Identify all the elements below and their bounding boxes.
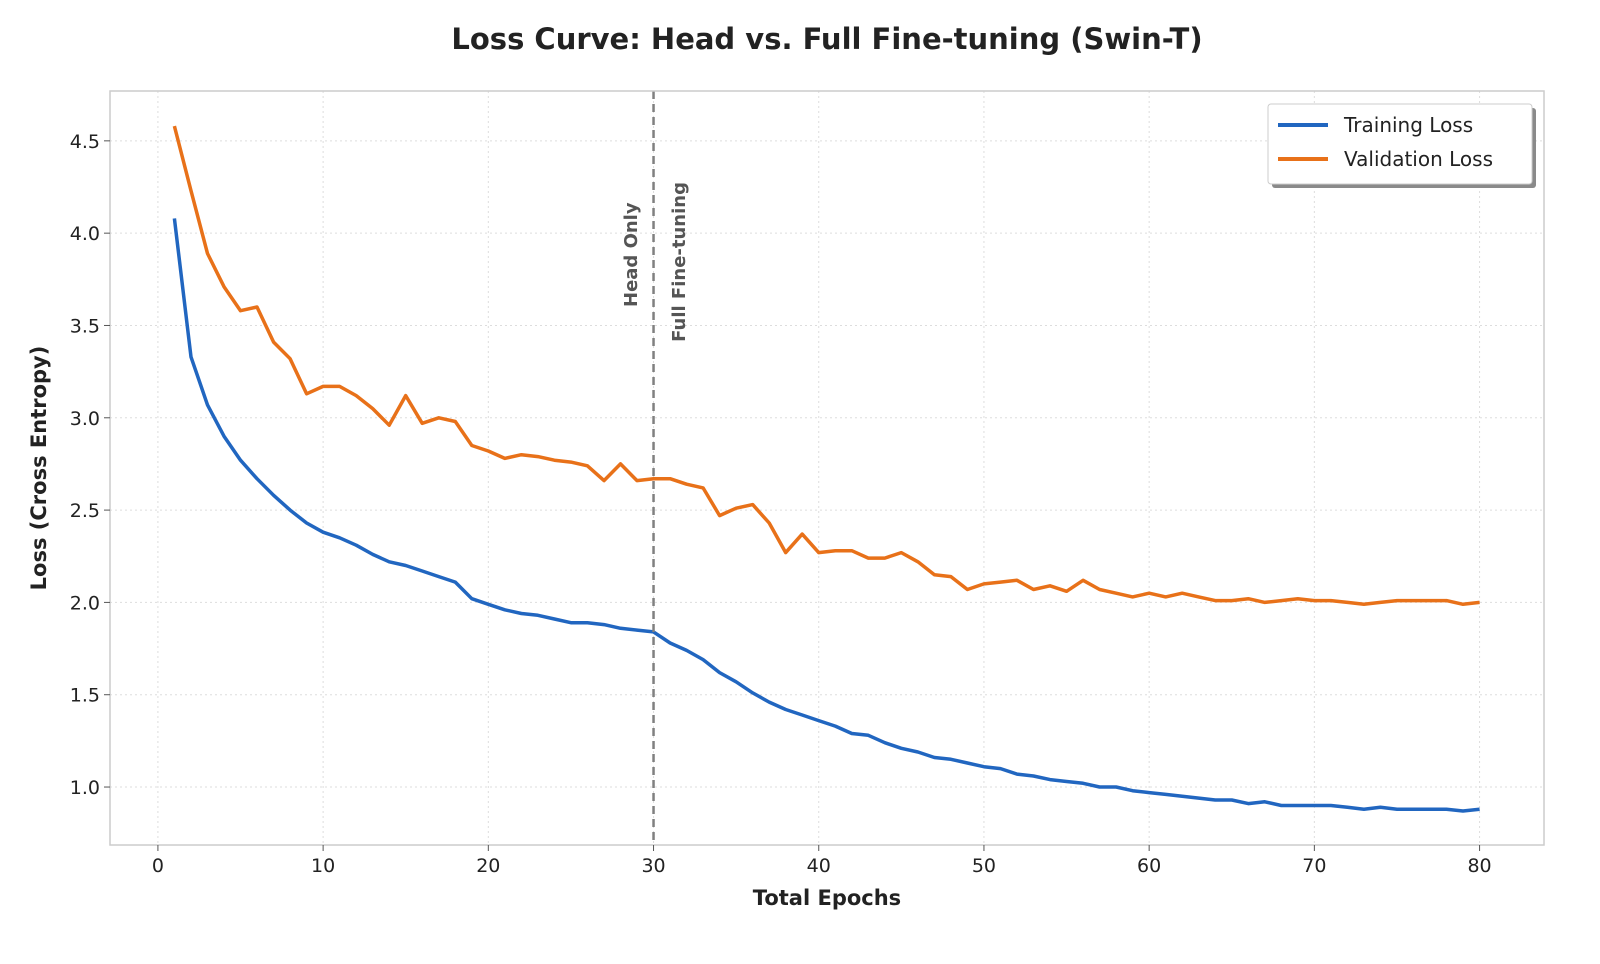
- chart-title: Loss Curve: Head vs. Full Fine-tuning (S…: [451, 22, 1202, 56]
- axis-ticks: 0 10 20 30 40 50 60 70 80 1.0 1.5 2.0 2.5 3.0 3.5 4.0 4.…: [70, 131, 1492, 877]
- plot-frame: [109, 90, 1545, 846]
- training-loss-line: [172, 218, 1480, 813]
- legend-label-validation: Validation Loss: [1344, 147, 1493, 171]
- x-tick-label: 10: [311, 855, 335, 877]
- y-tick-label: 4.5: [70, 131, 100, 153]
- y-tick-label: 1.0: [70, 777, 100, 799]
- legend-box: [1267, 103, 1533, 185]
- series-lines: [172, 125, 1480, 813]
- legend-label-training: Training Loss: [1343, 113, 1473, 137]
- annotation-full-fine-tuning: Full Fine-tuning: [669, 182, 690, 342]
- y-axis-label: Loss (Cross Entropy): [27, 346, 51, 591]
- x-tick-label: 60: [1137, 855, 1161, 877]
- legend: Training Loss Validation Loss: [1267, 103, 1536, 188]
- x-axis-label: Total Epochs: [753, 886, 901, 910]
- x-tick-label: 40: [807, 855, 831, 877]
- y-tick-label: 3.5: [70, 315, 100, 337]
- y-tick-label: 2.0: [70, 592, 100, 614]
- x-tick-label: 80: [1467, 855, 1491, 877]
- x-tick-label: 70: [1302, 855, 1326, 877]
- x-tick-label: 30: [641, 855, 665, 877]
- y-tick-label: 1.5: [70, 685, 100, 707]
- grid: [110, 91, 1544, 845]
- x-tick-label: 0: [152, 855, 164, 877]
- annotation-head-only: Head Only: [621, 202, 642, 307]
- y-tick-label: 2.5: [70, 500, 100, 522]
- x-tick-label: 50: [972, 855, 996, 877]
- validation-loss-line: [172, 125, 1480, 607]
- y-tick-label: 3.0: [70, 408, 100, 430]
- y-tick-label: 4.0: [70, 223, 100, 245]
- x-tick-label: 20: [476, 855, 500, 877]
